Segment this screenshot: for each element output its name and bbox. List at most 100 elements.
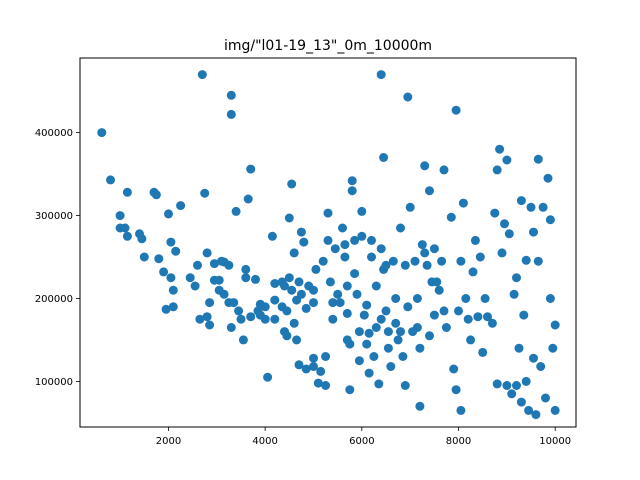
data-point (454, 306, 463, 316)
data-point (362, 300, 372, 310)
data-point (386, 362, 396, 371)
data-point (432, 277, 442, 287)
data-point (190, 281, 200, 291)
data-point (328, 298, 338, 308)
data-point (282, 306, 292, 316)
data-point (531, 410, 541, 420)
data-point (381, 306, 391, 316)
data-point (284, 273, 294, 283)
data-point (246, 164, 256, 174)
data-point (538, 202, 548, 212)
data-point (420, 248, 430, 258)
data-point (325, 277, 335, 287)
data-point (451, 105, 461, 115)
x-tick-label: 8000 (446, 436, 471, 447)
data-point (500, 219, 509, 229)
data-point (323, 235, 333, 245)
data-point (287, 179, 297, 189)
y-tick-label: 100000 (35, 377, 73, 388)
data-point (289, 318, 299, 328)
data-point (209, 259, 219, 269)
data-point (478, 347, 488, 357)
data-point (533, 256, 543, 266)
data-point (507, 389, 517, 399)
data-point (376, 70, 386, 80)
data-point (296, 227, 306, 237)
data-point (548, 343, 558, 353)
data-point (492, 379, 502, 389)
data-point (226, 109, 236, 119)
data-point (495, 144, 505, 154)
data-point (504, 229, 514, 239)
data-point (400, 381, 410, 390)
data-point (509, 289, 519, 299)
data-point (106, 175, 115, 185)
data-point (512, 273, 521, 283)
data-point (340, 240, 350, 250)
data-point (545, 294, 555, 303)
data-point (415, 401, 425, 411)
data-point (396, 223, 405, 233)
data-point (342, 281, 352, 291)
data-point (231, 206, 241, 216)
data-point (270, 295, 280, 305)
data-point (463, 314, 473, 324)
data-point (284, 213, 294, 223)
points-layer (97, 70, 560, 420)
data-point (226, 323, 236, 332)
data-point (458, 198, 468, 208)
data-point (202, 248, 212, 258)
data-point (439, 165, 449, 175)
y-tick-label: 400000 (35, 128, 73, 139)
data-point (166, 273, 176, 283)
data-point (159, 267, 169, 277)
data-point (350, 269, 360, 279)
data-point (529, 227, 538, 237)
data-point (359, 310, 369, 320)
y-axis: 100000 200000 300000 400000 (35, 128, 80, 388)
data-point (502, 381, 512, 390)
data-point (313, 378, 323, 388)
data-point (545, 215, 555, 225)
data-point (379, 153, 389, 162)
data-point (362, 339, 372, 349)
data-point (251, 274, 260, 284)
data-point (176, 201, 186, 211)
data-point (391, 318, 401, 328)
data-point (374, 379, 384, 389)
data-point (328, 314, 338, 324)
data-point (439, 306, 449, 316)
data-point (369, 352, 379, 361)
data-point (403, 92, 413, 102)
data-point (371, 281, 381, 291)
data-point (519, 310, 529, 320)
y-tick-label: 300000 (35, 211, 73, 222)
data-point (383, 327, 393, 337)
data-point (309, 285, 318, 295)
x-tick-label: 2000 (156, 436, 181, 447)
data-point (260, 302, 270, 312)
data-point (480, 294, 490, 303)
data-point (282, 331, 292, 341)
data-point (301, 364, 311, 374)
data-point (516, 397, 526, 407)
data-point (410, 256, 420, 266)
data-point (214, 275, 224, 285)
data-point (323, 208, 333, 218)
data-point (335, 298, 345, 308)
data-point (550, 405, 560, 415)
data-point (381, 260, 391, 270)
data-point (470, 235, 480, 245)
data-point (296, 289, 306, 299)
data-point (521, 376, 531, 386)
data-point (164, 209, 173, 219)
x-tick-label: 6000 (349, 436, 374, 447)
data-point (241, 273, 251, 283)
data-point (357, 231, 367, 241)
data-point (311, 264, 321, 274)
data-point (417, 240, 427, 250)
data-point (224, 260, 234, 270)
data-point (429, 244, 439, 254)
data-point (246, 312, 256, 322)
data-point (137, 234, 147, 244)
